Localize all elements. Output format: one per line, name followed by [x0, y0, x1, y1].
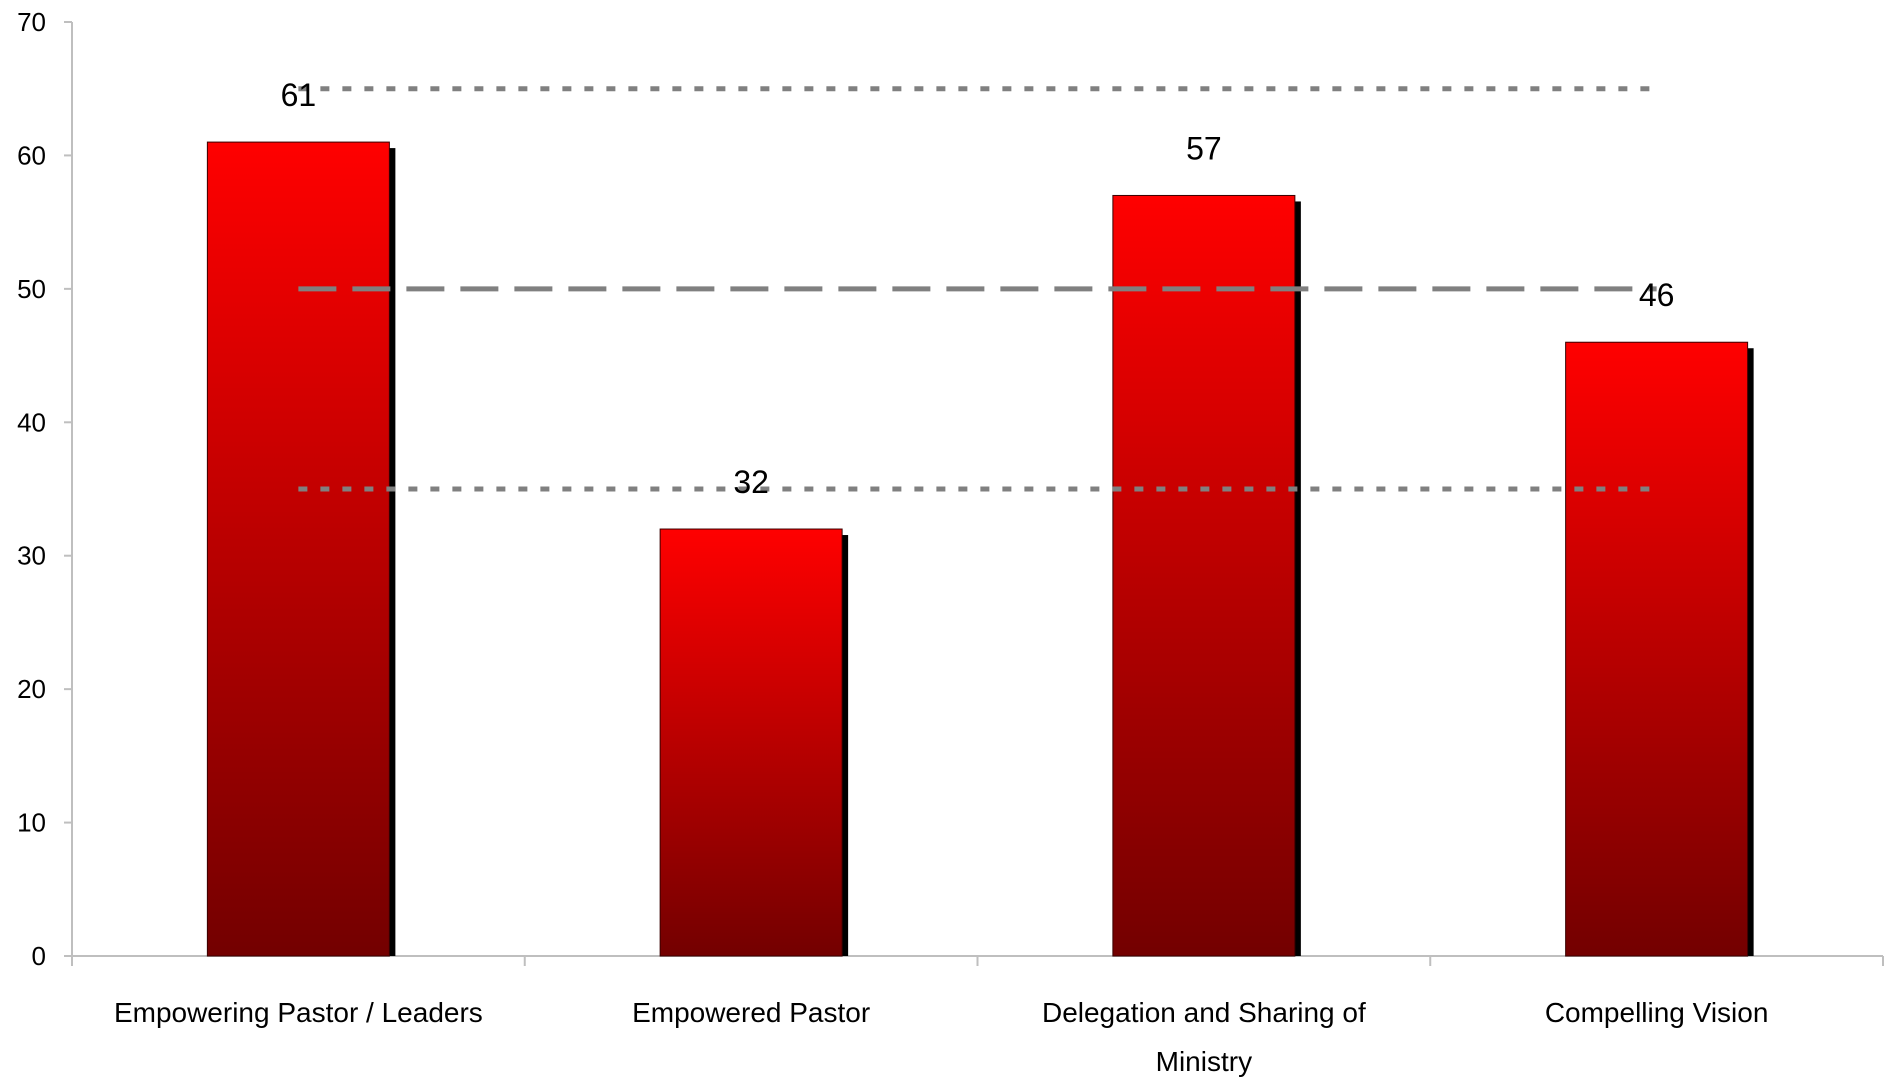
y-tick-label: 50 [17, 274, 46, 304]
y-axis: 0 10 20 30 40 50 60 70 [17, 7, 73, 971]
data-label: 57 [1186, 130, 1222, 166]
reference-lines [298, 86, 1657, 492]
bar [206, 141, 390, 957]
y-tick-label: 0 [32, 941, 46, 971]
x-axis: Empowering Pastor / Leaders Empowered Pas… [71, 955, 1884, 1077]
data-label: 32 [733, 464, 769, 500]
y-tick-label: 30 [17, 541, 46, 571]
y-tick-label: 60 [17, 140, 46, 170]
x-tick-label: Empowered Pastor [632, 997, 870, 1028]
data-labels: 61 32 57 46 [281, 77, 1675, 500]
bars [206, 141, 1754, 957]
y-tick-label: 20 [17, 674, 46, 704]
x-tick-label: Ministry [1156, 1046, 1252, 1077]
data-label: 46 [1639, 277, 1675, 313]
data-label: 61 [281, 77, 317, 113]
x-tick-label: Delegation and Sharing of [1042, 997, 1366, 1028]
y-tick-label: 70 [17, 7, 46, 37]
x-tick-label: Compelling Vision [1545, 997, 1769, 1028]
bar [1565, 341, 1749, 957]
bar [659, 528, 843, 957]
y-tick-label: 10 [17, 808, 46, 838]
x-tick-label: Empowering Pastor / Leaders [114, 997, 483, 1028]
bar [1112, 194, 1296, 957]
y-tick-label: 40 [17, 407, 46, 437]
